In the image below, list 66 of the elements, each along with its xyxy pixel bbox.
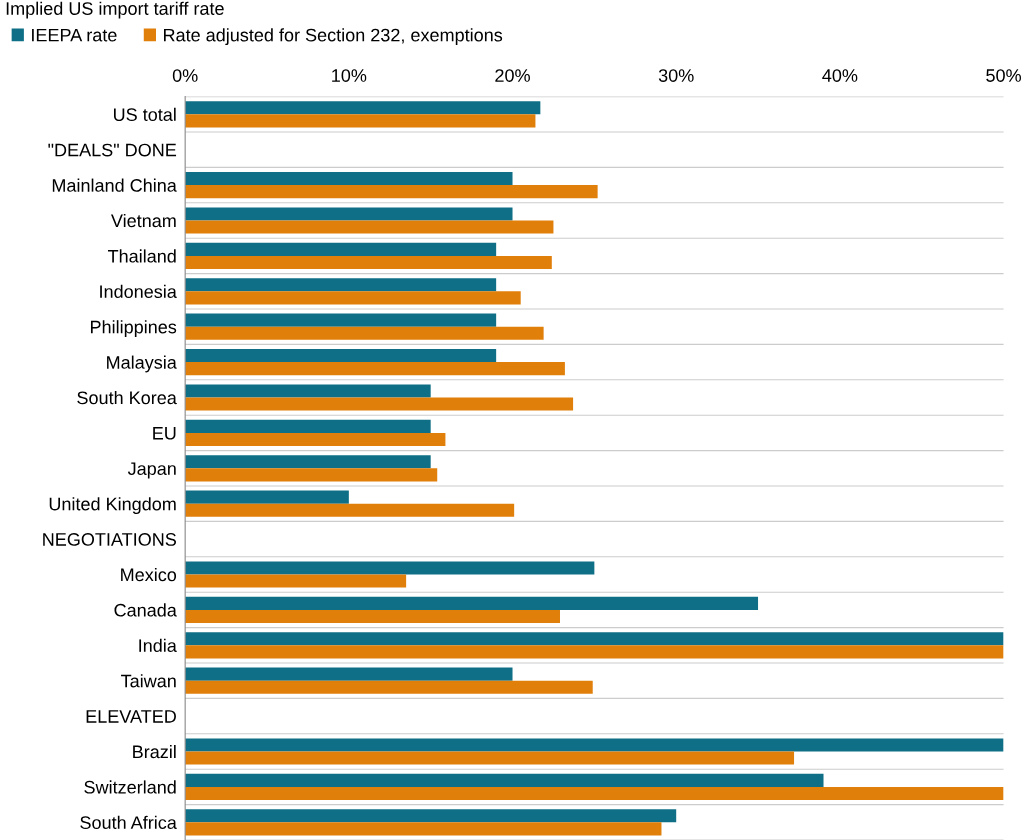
y-tick-label: Indonesia <box>100 284 177 299</box>
y-tick-label: Brazil <box>133 744 176 759</box>
y-tick-label: US total <box>114 107 176 122</box>
x-tick-label: 20% <box>495 69 530 82</box>
bar <box>185 596 759 610</box>
bar <box>185 645 1004 659</box>
bar <box>185 786 1004 800</box>
bar <box>185 101 541 115</box>
bar <box>185 291 521 305</box>
bar <box>185 185 598 199</box>
bar <box>185 455 431 469</box>
bar <box>185 114 536 128</box>
bar <box>185 207 513 221</box>
bar <box>185 609 560 623</box>
y-tick-label: Mainland China <box>52 178 177 192</box>
bar <box>185 362 565 376</box>
bar <box>185 822 662 836</box>
y-tick-label: NEGOTIATIONS <box>43 533 176 546</box>
chart-title: Implied US import tariff rate <box>6 1 224 19</box>
legend-label: IEEPA rate <box>32 28 117 42</box>
bar <box>185 242 497 256</box>
x-tick-label: 50% <box>986 69 1021 82</box>
y-tick-label: South Korea <box>77 390 177 405</box>
bar <box>185 751 795 765</box>
y-tick-label: United Kingdom <box>49 497 176 514</box>
bar <box>185 172 513 186</box>
y-tick-label: "DEALS" DONE <box>48 143 177 157</box>
y-tick-label: Thailand <box>107 249 176 263</box>
x-tick-label: 30% <box>658 69 694 82</box>
y-tick-label: Canada <box>114 603 177 617</box>
bar <box>185 419 431 433</box>
bar <box>185 773 824 787</box>
y-tick-label: South Africa <box>80 815 177 830</box>
y-tick-label: Mexico <box>121 567 177 582</box>
bar <box>185 809 677 823</box>
y-tick-label: Philippines <box>90 320 177 337</box>
bar <box>185 255 552 269</box>
bar <box>185 503 515 517</box>
x-tick-label: 0% <box>172 69 198 82</box>
bar <box>185 738 1004 752</box>
bar <box>185 561 595 575</box>
y-tick-label: Japan <box>127 462 176 479</box>
y-tick-label: Switzerland <box>84 780 176 794</box>
y-tick-label: Taiwan <box>121 674 176 688</box>
bar <box>185 667 513 681</box>
x-tick-label: 40% <box>822 69 858 82</box>
bar <box>185 397 574 411</box>
y-tick-label: EU <box>153 427 176 440</box>
y-tick-label: ELEVATED <box>86 710 176 723</box>
bar <box>185 432 446 446</box>
y-tick-label: India <box>139 638 177 653</box>
bar <box>185 680 593 694</box>
bar <box>185 574 407 588</box>
bar <box>185 632 1004 646</box>
bar <box>185 278 497 292</box>
bar <box>185 468 438 482</box>
bar <box>185 220 554 234</box>
y-tick-label: Malaysia <box>107 355 177 373</box>
bar <box>185 490 349 504</box>
bar <box>185 313 497 327</box>
y-tick-label: Vietnam <box>110 213 176 228</box>
bar <box>185 349 497 363</box>
bar <box>185 384 431 398</box>
bar <box>185 326 544 340</box>
legend-label: Rate adjusted for Section 232, exemptions <box>164 28 503 46</box>
x-tick-label: 10% <box>332 69 367 82</box>
